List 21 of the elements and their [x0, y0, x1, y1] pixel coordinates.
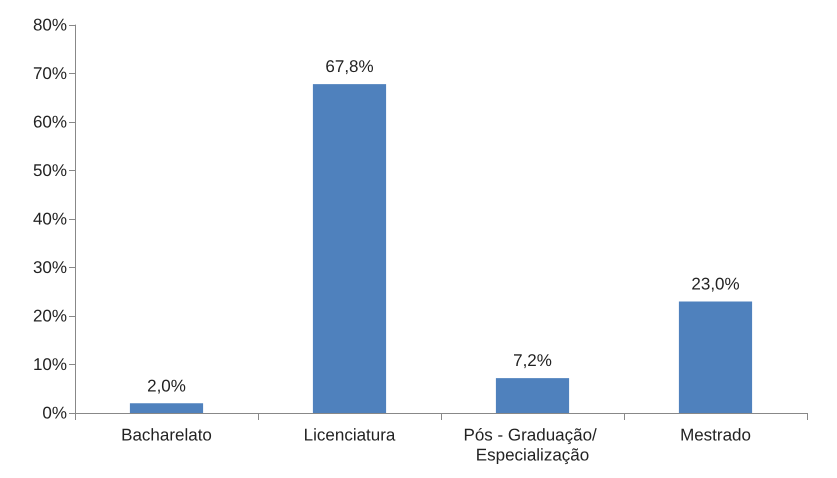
y-tick-label: 0% [42, 404, 67, 422]
x-tick-label: Bacharelato [121, 426, 212, 444]
x-tick-label: Pós - Graduação/ Especialização [464, 426, 602, 464]
y-tick-label: 10% [32, 355, 67, 374]
y-tick-label: 50% [32, 161, 67, 180]
data-label: 67,8% [325, 57, 374, 76]
y-tick-label: 60% [32, 112, 67, 132]
bar [496, 378, 570, 413]
y-tick-label: 20% [32, 306, 67, 326]
bar [130, 403, 204, 413]
data-label: 23,0% [691, 274, 740, 294]
y-tick-label: 70% [32, 64, 67, 83]
x-tick-label: Licenciatura [304, 426, 396, 444]
x-tick-label: Mestrado [680, 426, 751, 444]
y-tick-label: 30% [32, 258, 67, 277]
data-label: 2,0% [147, 376, 186, 396]
bar [312, 84, 386, 413]
data-label: 7,2% [513, 351, 552, 370]
y-tick-label: 40% [32, 210, 67, 228]
bar [678, 301, 752, 413]
y-tick-label: 80% [32, 16, 67, 34]
